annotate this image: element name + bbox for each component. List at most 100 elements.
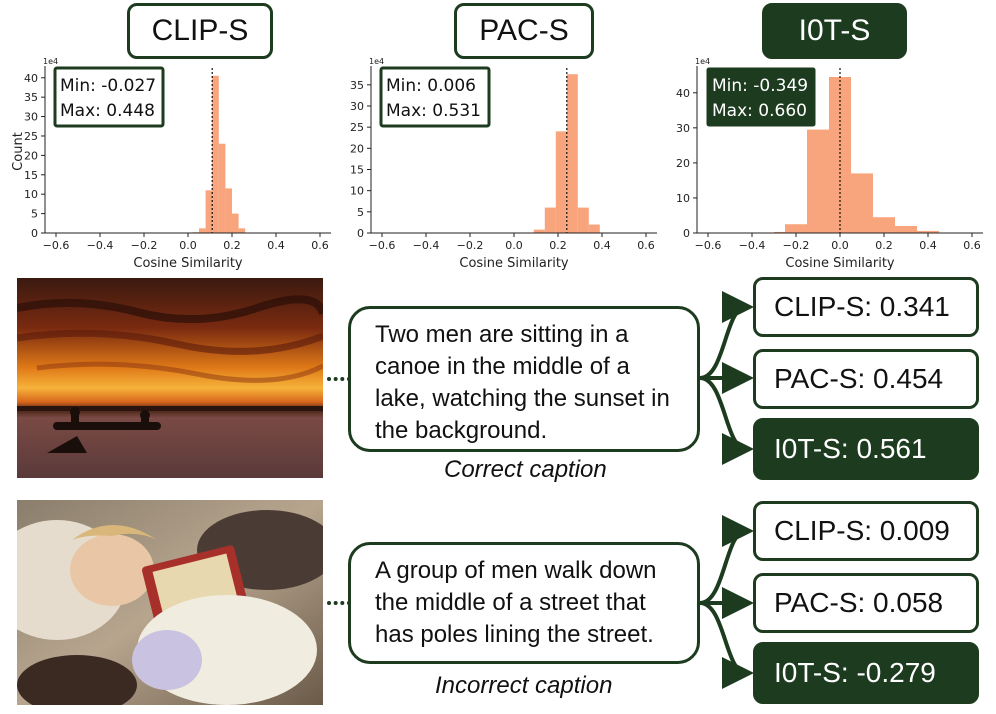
histogram-bar-3 [212,75,219,233]
score-clip-incorrect: CLIP-S: 0.009 [753,501,979,561]
x-tick-label: 0.6 [637,239,655,252]
y-tick-label: 30 [350,100,364,113]
histogram-bar-2 [205,190,213,233]
stats-min: Min: -0.349 [712,76,808,96]
multiplier-label: 1e4 [43,57,58,66]
clip-s-histogram: −0.6 −0.4 −0.2 0.0 0.2 0.4 0.6 0 5 10 15 20 25 30 35 40… [11,57,331,271]
connector-dots-1 [327,377,351,381]
incorrect-caption-label: Incorrect caption [435,672,613,699]
histogram-bar-5 [225,188,232,233]
y-tick-label: 0 [683,227,690,240]
histogram-bar-3 [829,77,851,234]
y-tick-label: 20 [350,142,364,155]
y-tick-label: 25 [24,130,38,143]
stats-min: Min: -0.027 [60,76,156,96]
x-tick-label: 0.2 [875,239,893,252]
x-tick-label: −0.2 [783,239,810,252]
stats-box [706,67,816,127]
y-tick-label: 10 [350,185,364,198]
y-tick-label: 30 [676,122,690,135]
x-tick-label: 0.0 [831,239,849,252]
score-clip-correct: CLIP-S: 0.341 [753,277,979,337]
x-tick-label: 0.2 [549,239,567,252]
y-tick-label: 0 [31,227,38,240]
y-tick-label: 15 [350,163,364,176]
multiplier-label: 1e4 [369,57,384,66]
x-tick-label: 0.6 [963,239,981,252]
histogram-bar-1 [199,228,206,233]
y-tick-label: 5 [31,208,38,221]
x-tick-label: −0.2 [131,239,158,252]
x-tick-label: 0.4 [593,239,611,252]
y-tick-label: 30 [24,111,38,124]
score-pac-incorrect: PAC-S: 0.058 [753,573,979,633]
y-tick-label: 0 [357,227,364,240]
score-pac-correct: PAC-S: 0.454 [753,349,979,409]
x-tick-label: −0.4 [413,239,440,252]
i0t-s-histogram: −0.6 −0.4 −0.2 0.0 0.2 0.4 0.6 0 10 20 30 40 1e4 Cosi… [676,57,983,271]
x-tick-label: −0.6 [695,239,722,252]
stats-max: Max: 0.660 [712,101,807,121]
y-tick-label: 20 [24,149,38,162]
y-tick-label: 10 [676,192,690,205]
x-tick-label: −0.6 [369,239,396,252]
connector-dots-2 [327,601,351,605]
histogram-bar-5 [873,217,895,233]
y-tick-label: 20 [676,157,690,170]
stats-box [379,66,491,128]
histogram-bar-4 [851,173,873,233]
stats-min: Min: 0.006 [386,76,476,96]
x-tick-label: 0.0 [179,239,197,252]
histogram-bar-0 [533,229,545,233]
x-axis-label: Cosine Similarity [785,256,895,271]
i0t-s-title: I0T-S [762,3,907,59]
stats-max: Max: 0.531 [386,101,481,121]
histogram-bar-7 [917,230,939,233]
histogram-bar-1 [544,207,556,233]
x-tick-label: 0.2 [223,239,241,252]
sleeping-child-photo [17,500,323,705]
histogram-bar-2 [807,129,829,233]
histogram-bar-3 [566,74,578,233]
histogram-bar-5 [588,224,600,233]
x-axis-label: Cosine Similarity [133,256,243,271]
score-i0t-correct: I0T-S: 0.561 [753,418,979,480]
stats-box [53,66,165,128]
x-tick-label: −0.4 [87,239,114,252]
multiplier-label: 1e4 [695,57,710,66]
y-tick-label: 40 [24,72,38,85]
histogram-bar-6 [895,225,917,233]
caption-box-correct: Two men are sitting in a canoe in the mi… [348,306,700,452]
y-tick-label: 40 [676,87,690,100]
y-tick-label: 25 [350,121,364,134]
caption-text-correct: Two men are sitting in a canoe in the mi… [375,321,670,444]
clip-s-title: CLIP-S [127,3,273,59]
histogram-bar-1 [785,224,807,233]
histogram-bar-0 [774,231,785,233]
y-tick-label: 10 [24,188,38,201]
y-tick-label: 35 [24,91,38,104]
pac-s-title: PAC-S [454,3,594,59]
caption-box-incorrect: A group of men walk down the middle of a… [348,542,700,664]
histogram-bar-7 [238,228,246,233]
histogram-bar-6 [232,213,239,233]
x-tick-label: 0.4 [267,239,285,252]
stats-max: Max: 0.448 [60,101,155,121]
x-tick-label: 0.6 [311,239,329,252]
x-tick-label: 0.4 [919,239,937,252]
histogram-bar-4 [577,207,589,233]
histogram-bar-2 [555,131,567,233]
x-axis-label: Cosine Similarity [459,256,569,271]
x-tick-label: −0.2 [457,239,484,252]
y-tick-label: 15 [24,169,38,182]
caption-text-incorrect: A group of men walk down the middle of a… [375,557,657,648]
sunset-canoe-photo [17,278,323,478]
y-tick-label: 35 [350,79,364,92]
y-axis-label: Count [11,132,26,171]
score-i0t-incorrect: I0T-S: -0.279 [753,642,979,704]
x-tick-label: −0.4 [739,239,766,252]
histogram-bar-4 [218,143,226,233]
x-tick-label: −0.6 [43,239,70,252]
y-tick-label: 5 [357,206,364,219]
x-tick-label: 0.0 [505,239,523,252]
